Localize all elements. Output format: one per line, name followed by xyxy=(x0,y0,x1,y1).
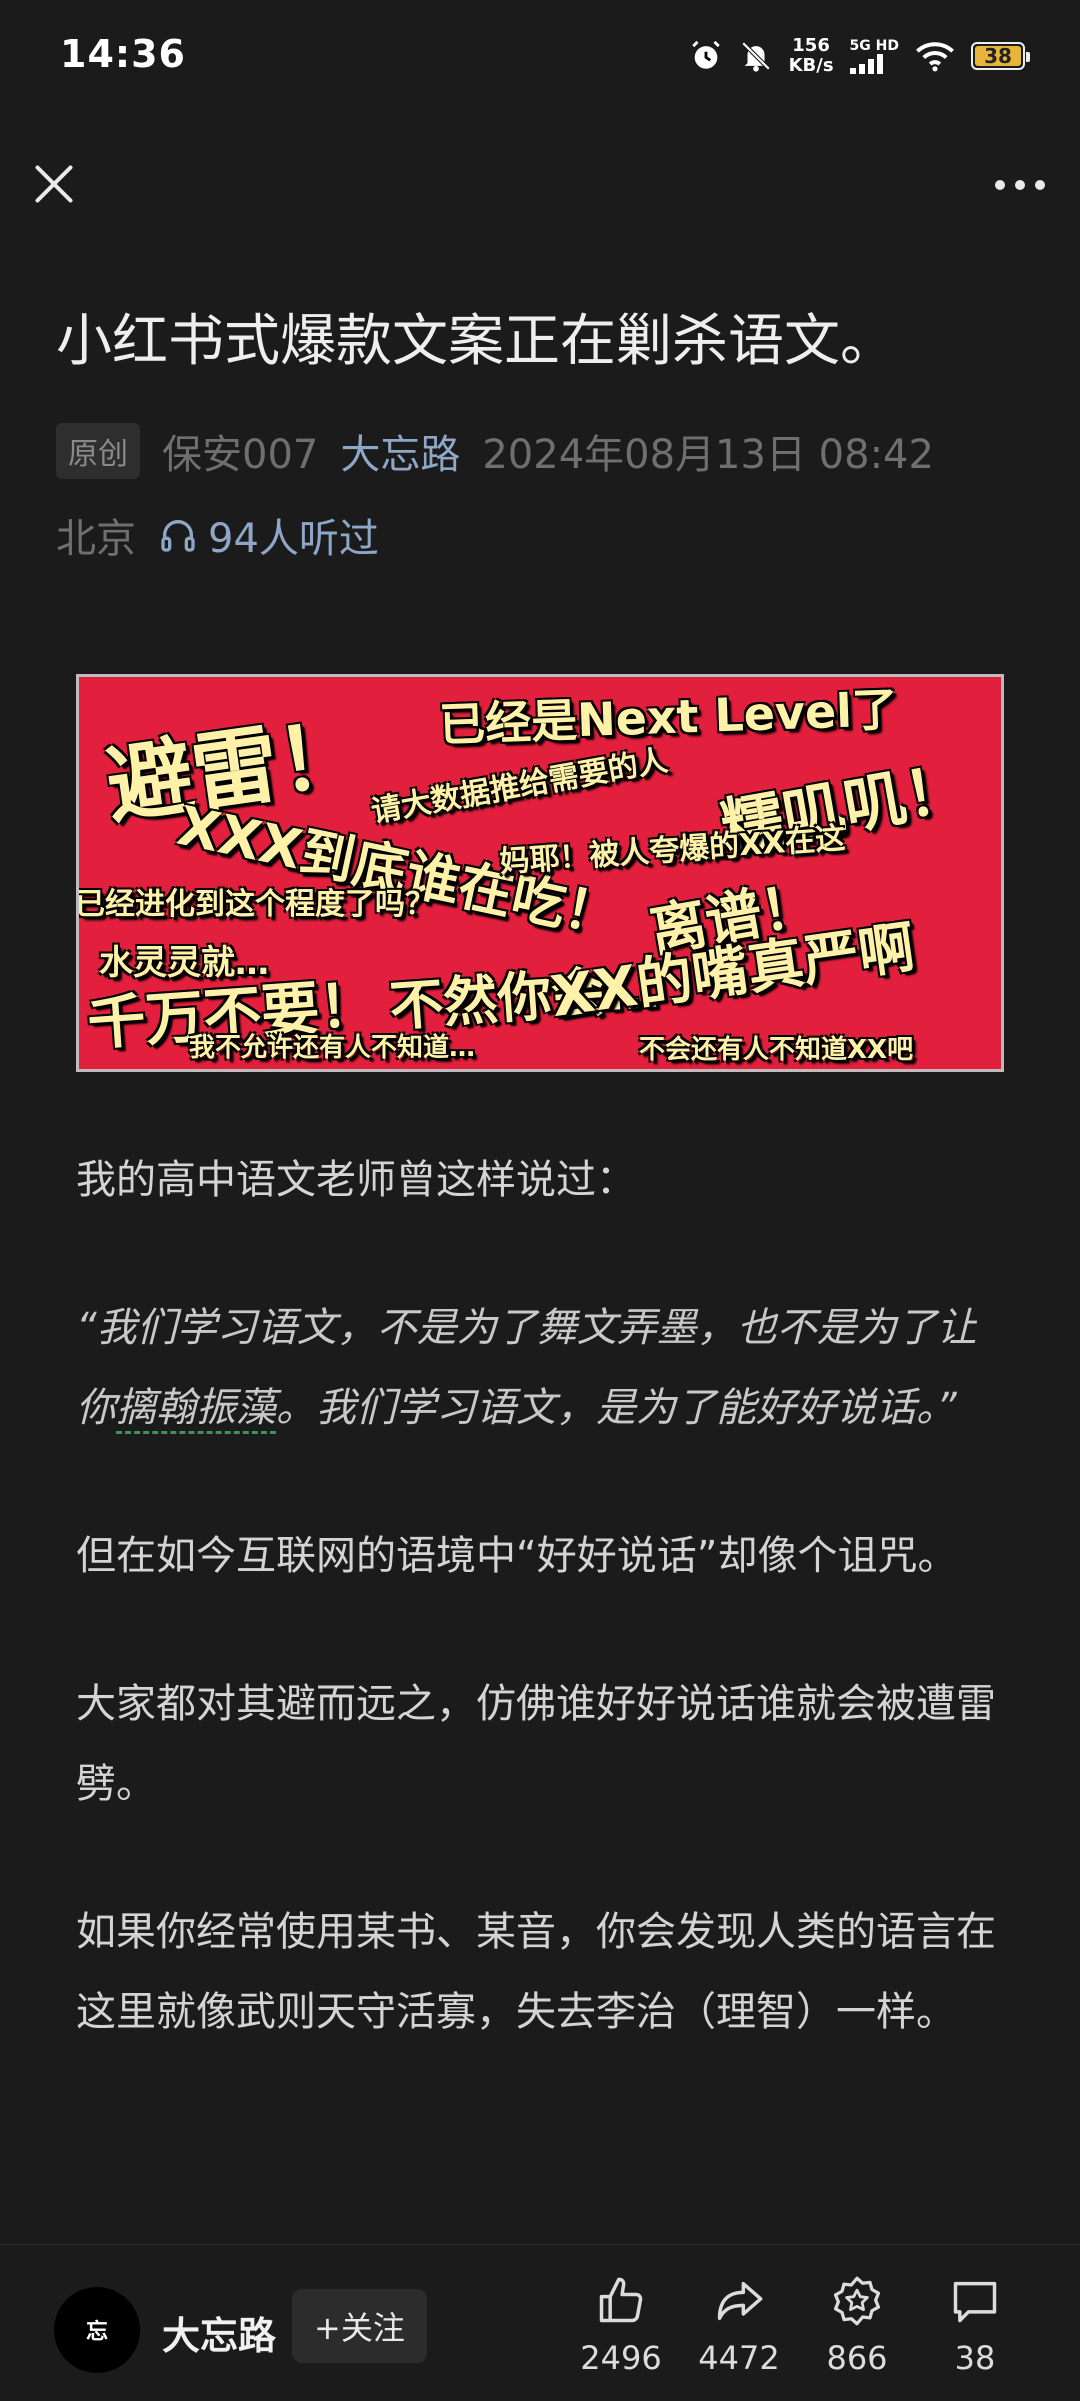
thumbs-up-icon xyxy=(599,2277,643,2323)
banner-text: 已经是Next Level了 xyxy=(438,682,899,752)
more-options-button[interactable] xyxy=(990,160,1050,210)
quote-paragraph: “我们学习语文，不是为了舞文弄墨，也不是为了让你摛翰振藻。我们学习语文，是为了能… xyxy=(76,1288,1006,1448)
share-button[interactable]: 4472 xyxy=(684,2275,794,2377)
signal-icon xyxy=(849,54,883,74)
banner-text: 我不允许还有人不知道… xyxy=(189,1033,476,1063)
banner-text: 水灵灵就… xyxy=(99,943,269,983)
avatar[interactable]: 忘 xyxy=(54,2287,140,2373)
favorite-button[interactable]: 866 xyxy=(802,2275,912,2377)
listen-count: 94人听过 xyxy=(208,516,379,562)
battery-indicator: 38 xyxy=(971,42,1030,70)
bottom-author-name[interactable]: 大忘路 xyxy=(162,2314,277,2358)
network-type: 5G HD xyxy=(849,38,899,74)
mute-bell-icon xyxy=(741,41,770,72)
status-bar: 14:36 156 KB/s 5G HD 38 xyxy=(0,0,1080,110)
article-title: 小红书式爆款文案正在剿杀语文。 xyxy=(56,309,896,374)
original-badge: 原创 xyxy=(56,423,140,479)
paragraph: 如果你经常使用某书、某音，你会发现人类的语言在这里就像武则天守活寡，失去李治（理… xyxy=(76,1909,996,2035)
star-badge-icon xyxy=(833,2276,881,2326)
comment-count: 38 xyxy=(954,2339,996,2377)
publish-datetime: 2024年08月13日 08:42 xyxy=(482,432,934,478)
alarm-icon xyxy=(691,40,720,69)
source-account-link[interactable]: 大忘路 xyxy=(340,432,461,478)
comment-button[interactable]: 38 xyxy=(920,2275,1030,2377)
author-name: 保安007 xyxy=(162,432,319,478)
battery-fill xyxy=(975,46,1021,66)
share-count: 4472 xyxy=(698,2339,780,2377)
network-speed: 156 KB/s xyxy=(788,35,834,76)
banner-text: 已经进化到这个程度了吗？ xyxy=(76,887,435,922)
status-icons: 156 KB/s 5G HD 38 xyxy=(689,34,1030,78)
article-cover-image[interactable]: 避雷！ 已经是Next Level了 请大数据推给需要的人 糯叽叽！ XXX到底… xyxy=(76,674,1004,1072)
listen-button[interactable]: 94人听过 xyxy=(158,506,379,564)
like-button[interactable]: 2496 xyxy=(566,2275,676,2377)
article-body: 我的高中语文老师曾这样说过： “我们学习语文，不是为了舞文弄墨，也不是为了让你摛… xyxy=(76,1140,1006,2120)
paragraph: 大家都对其避而远之，仿佛谁好好说话谁就会被遭雷劈。 xyxy=(76,1681,996,1807)
article-meta: 原创 保安007 大忘路 2024年08月13日 08:42 xyxy=(56,422,934,480)
more-dots-icon xyxy=(995,180,1045,190)
wifi-icon xyxy=(916,42,954,72)
favorite-count: 866 xyxy=(826,2339,888,2377)
headphones-icon xyxy=(161,520,195,552)
article-meta-secondary: 北京 94人听过 xyxy=(56,506,379,564)
status-time: 14:36 xyxy=(60,32,186,76)
location: 北京 xyxy=(56,516,136,562)
paragraph: 但在如今互联网的语境中“好好说话”却像个诅咒。 xyxy=(76,1533,958,1579)
share-icon xyxy=(717,2281,763,2321)
paragraph: 我的高中语文老师曾这样说过： xyxy=(76,1157,636,1203)
like-count: 2496 xyxy=(580,2339,662,2377)
follow-button[interactable]: +关注 xyxy=(292,2289,427,2363)
keyword-link[interactable]: 摛翰振藻 xyxy=(116,1385,276,1434)
comment-icon xyxy=(953,2281,997,2323)
bottom-action-bar: 忘 大忘路 +关注 2496 4472 866 38 xyxy=(0,2244,1080,2401)
close-button[interactable] xyxy=(26,156,82,212)
close-icon xyxy=(35,165,73,203)
banner-text: 不会还有人不知道XX吧 xyxy=(639,1035,914,1065)
